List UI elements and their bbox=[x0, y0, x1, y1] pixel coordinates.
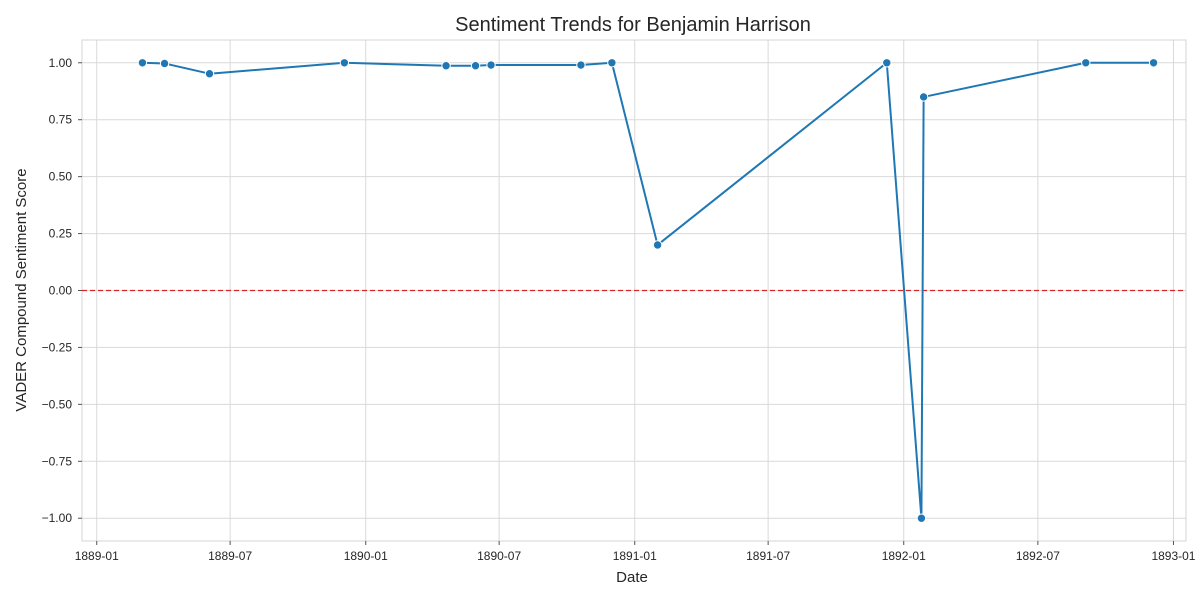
y-tick-label: −0.25 bbox=[42, 340, 73, 354]
chart-title: Sentiment Trends for Benjamin Harrison bbox=[455, 14, 811, 36]
y-axis-label: VADER Compound Sentiment Score bbox=[13, 168, 30, 411]
y-axis-ticks: −1.00 −0.75 −0.50 −0.25 0.00 0.25 0.50 0.75 1.00 bbox=[42, 56, 82, 525]
data-point bbox=[137, 58, 148, 68]
x-tick-label: 1891-01 bbox=[613, 549, 657, 563]
y-tick-label: 0.50 bbox=[49, 170, 73, 184]
data-point bbox=[576, 60, 586, 70]
data-point bbox=[882, 58, 892, 68]
data-point bbox=[441, 61, 451, 71]
data-point bbox=[652, 240, 663, 250]
data-point bbox=[1148, 58, 1159, 68]
x-tick-label: 1892-07 bbox=[1016, 549, 1060, 563]
x-axis-label: Date bbox=[616, 569, 648, 586]
data-point bbox=[204, 69, 215, 79]
x-tick-label: 1889-01 bbox=[75, 549, 119, 563]
y-tick-label: 0.25 bbox=[49, 227, 73, 241]
data-point bbox=[470, 61, 481, 71]
data-point bbox=[339, 58, 350, 68]
y-tick-label: 1.00 bbox=[49, 56, 73, 70]
data-point bbox=[1081, 58, 1091, 68]
y-tick-label: −0.50 bbox=[42, 397, 73, 411]
y-tick-label: −1.00 bbox=[42, 511, 73, 525]
x-tick-label: 1892-01 bbox=[882, 549, 926, 563]
x-tick-label: 1893-01 bbox=[1151, 549, 1195, 563]
data-point bbox=[918, 92, 929, 102]
y-tick-label: 0.75 bbox=[49, 113, 73, 127]
data-point bbox=[916, 513, 927, 523]
x-tick-label: 1890-01 bbox=[344, 549, 388, 563]
y-tick-label: 0.00 bbox=[49, 284, 73, 298]
series-group bbox=[137, 58, 1159, 523]
x-axis-ticks: 1889-01 1889-07 1890-01 1890-07 1891-01 1891-… bbox=[75, 541, 1196, 563]
x-tick-label: 1891-07 bbox=[746, 549, 790, 563]
data-point bbox=[607, 58, 617, 68]
y-tick-label: −0.75 bbox=[42, 454, 73, 468]
x-tick-label: 1890-07 bbox=[477, 549, 521, 563]
x-tick-label: 1889-07 bbox=[208, 549, 252, 563]
data-point bbox=[486, 60, 496, 70]
data-point bbox=[159, 58, 170, 69]
